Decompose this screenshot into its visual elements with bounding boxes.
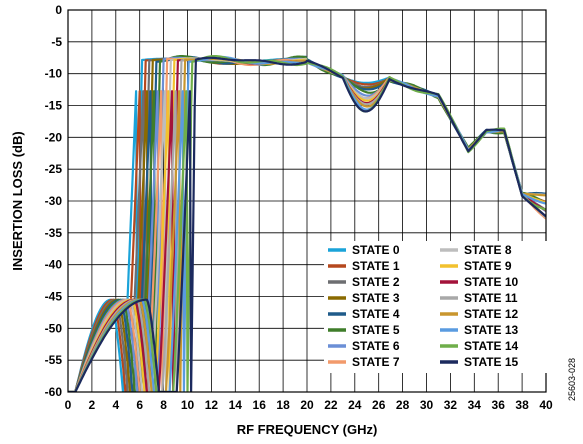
x-tick-label: 30 xyxy=(420,398,434,412)
x-tick-label: 22 xyxy=(324,398,338,412)
legend-label: STATE 12 xyxy=(464,307,519,321)
series-line-15 xyxy=(68,56,546,392)
y-tick-label: -55 xyxy=(45,353,63,367)
x-tick-label: 38 xyxy=(515,398,529,412)
y-tick-label: -45 xyxy=(45,290,63,304)
x-tick-label: 34 xyxy=(468,398,482,412)
x-tick-label: 32 xyxy=(444,398,458,412)
legend-label: STATE 14 xyxy=(464,339,519,353)
legend-label: STATE 2 xyxy=(352,275,400,289)
legend-label: STATE 5 xyxy=(352,323,400,337)
y-tick-label: -40 xyxy=(45,258,63,272)
legend-label: STATE 13 xyxy=(464,323,519,337)
legend-label: STATE 3 xyxy=(352,291,400,305)
x-axis-title: RF FREQUENCY (GHz) xyxy=(237,422,378,437)
y-tick-label: -10 xyxy=(45,67,63,81)
legend-background xyxy=(324,241,554,373)
x-tick-label: 28 xyxy=(396,398,410,412)
x-tick-label: 4 xyxy=(112,398,119,412)
series-curves xyxy=(68,55,546,392)
legend-label: STATE 11 xyxy=(464,291,518,305)
x-tick-label: 10 xyxy=(181,398,195,412)
figure-id: 25603-028 xyxy=(567,358,577,401)
x-tick-label: 24 xyxy=(348,398,362,412)
y-tick-label: -30 xyxy=(45,194,63,208)
x-tick-label: 12 xyxy=(205,398,219,412)
legend-label: STATE 4 xyxy=(352,307,400,321)
x-tick-label: 6 xyxy=(136,398,143,412)
x-tick-label: 0 xyxy=(65,398,72,412)
y-tick-label: -50 xyxy=(45,321,63,335)
x-tick-label: 20 xyxy=(300,398,314,412)
x-tick-label: 2 xyxy=(89,398,96,412)
y-axis-title: INSERTION LOSS (dB) xyxy=(10,131,25,270)
x-tick-label: 26 xyxy=(372,398,386,412)
y-tick-labels: 0 -5 -10 -15 -20 -25 -30 -35 -40 -45 -50 -55 -60 xyxy=(45,3,63,399)
x-tick-label: 14 xyxy=(229,398,243,412)
y-tick-label: -20 xyxy=(45,130,63,144)
y-tick-label: -5 xyxy=(51,35,62,49)
y-tick-label: 0 xyxy=(55,3,62,17)
x-tick-label: 18 xyxy=(276,398,290,412)
y-tick-label: -60 xyxy=(45,385,63,399)
legend-label: STATE 10 xyxy=(464,275,519,289)
x-tick-label: 40 xyxy=(539,398,553,412)
legend-label: STATE 8 xyxy=(464,243,512,257)
legend-label: STATE 9 xyxy=(464,259,512,273)
legend-label: STATE 0 xyxy=(352,243,400,257)
y-tick-label: -15 xyxy=(45,99,63,113)
legend: STATE 0 STATE 1 STATE 2 STATE 3 STATE 4 STATE… xyxy=(324,241,554,373)
x-tick-label: 8 xyxy=(160,398,167,412)
legend-label: STATE 7 xyxy=(352,355,400,369)
legend-label: STATE 6 xyxy=(352,339,400,353)
legend-label: STATE 1 xyxy=(352,259,400,273)
legend-label: STATE 15 xyxy=(464,355,519,369)
x-tick-label: 36 xyxy=(492,398,506,412)
x-tick-labels: 0 2 4 6 8 10 12 14 16 18 20 22 24 26 28 30 32 34 36 38 40 xyxy=(65,398,553,412)
y-tick-label: -35 xyxy=(45,226,63,240)
y-tick-label: -25 xyxy=(45,162,63,176)
plot-border xyxy=(67,9,547,393)
x-tick-label: 16 xyxy=(253,398,267,412)
